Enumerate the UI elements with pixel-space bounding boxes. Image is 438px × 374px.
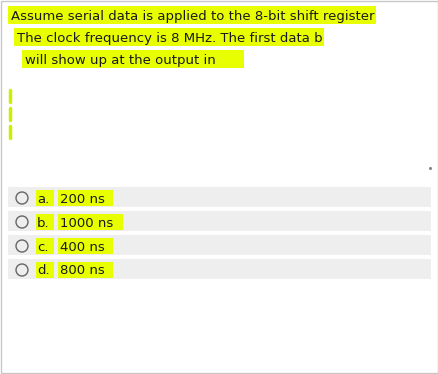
FancyBboxPatch shape xyxy=(8,235,430,255)
FancyBboxPatch shape xyxy=(58,214,123,230)
FancyBboxPatch shape xyxy=(22,50,244,68)
Text: 800 ns: 800 ns xyxy=(60,264,105,278)
FancyBboxPatch shape xyxy=(8,259,430,279)
Text: 1000 ns: 1000 ns xyxy=(60,217,113,230)
Text: 200 ns: 200 ns xyxy=(60,193,105,205)
FancyBboxPatch shape xyxy=(36,262,54,278)
FancyBboxPatch shape xyxy=(14,28,323,46)
Text: b.: b. xyxy=(37,217,49,230)
FancyBboxPatch shape xyxy=(36,238,54,254)
Text: a.: a. xyxy=(37,193,49,205)
Text: 400 ns: 400 ns xyxy=(60,240,105,254)
FancyBboxPatch shape xyxy=(36,190,54,206)
Text: c.: c. xyxy=(37,240,48,254)
Text: will show up at the output in: will show up at the output in xyxy=(25,53,215,67)
FancyBboxPatch shape xyxy=(58,262,113,278)
Text: The clock frequency is 8 MHz. The first data b: The clock frequency is 8 MHz. The first … xyxy=(17,31,322,45)
FancyBboxPatch shape xyxy=(8,211,430,231)
Text: d.: d. xyxy=(37,264,49,278)
FancyBboxPatch shape xyxy=(58,190,113,206)
Text: Assume serial data is applied to the 8-bit shift register: Assume serial data is applied to the 8-b… xyxy=(11,9,374,22)
FancyBboxPatch shape xyxy=(58,238,113,254)
FancyBboxPatch shape xyxy=(8,6,375,24)
FancyBboxPatch shape xyxy=(36,214,54,230)
FancyBboxPatch shape xyxy=(8,187,430,207)
